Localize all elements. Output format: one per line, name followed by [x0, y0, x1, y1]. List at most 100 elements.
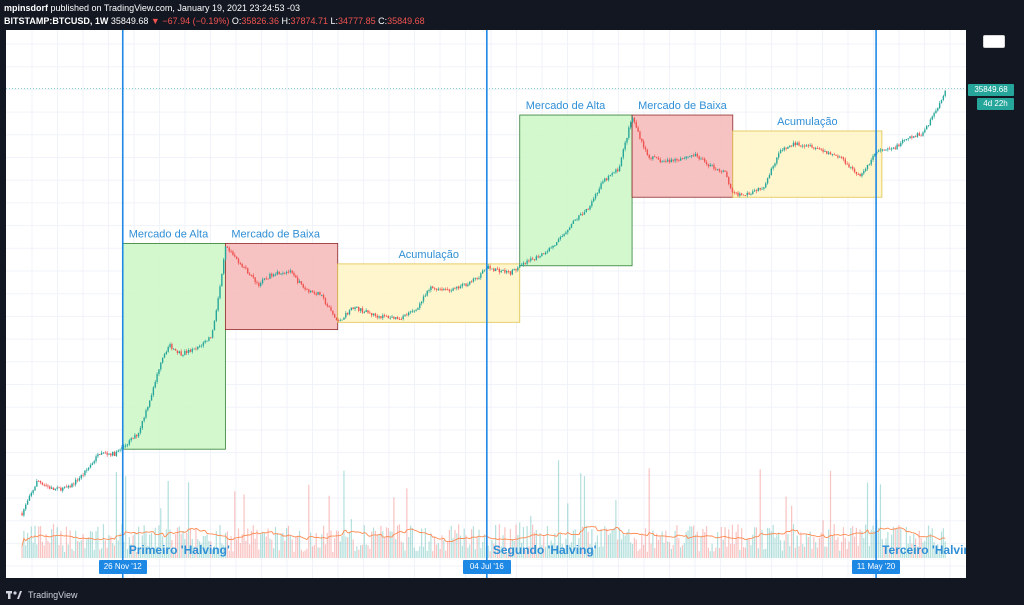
publisher-name[interactable]: mpinsdorf [4, 3, 48, 13]
volume-bar [411, 527, 413, 558]
candle-body [578, 215, 580, 220]
candle-body [444, 289, 447, 290]
candle-body [911, 136, 913, 138]
volume-bar [182, 530, 184, 558]
volume-bar [252, 525, 254, 558]
volume-bar [80, 540, 82, 558]
volume-bar [437, 543, 439, 558]
volume-bar [137, 526, 140, 558]
tradingview-logo-icon[interactable] [6, 590, 22, 600]
volume-bar [898, 525, 900, 558]
price-chart[interactable]: Mercado de Alta Mercado de Baixa Acumulaçã… [6, 30, 981, 590]
volume-bar [472, 526, 475, 558]
volume-bar [543, 536, 545, 558]
volume-bar [570, 542, 573, 558]
volume-bar [742, 547, 745, 558]
candle-body [406, 314, 408, 316]
volume-bar [822, 520, 824, 558]
candle-body [117, 450, 119, 452]
candle-body [32, 490, 34, 493]
candle-body [139, 428, 142, 433]
volume-bar [374, 530, 376, 558]
volume-bar [556, 546, 558, 558]
candle-body [37, 480, 40, 482]
volume-bar [731, 524, 734, 558]
volume-bar [152, 549, 154, 558]
volume-bar [413, 547, 415, 558]
volume-bar [350, 519, 352, 558]
volume-bar [71, 548, 73, 558]
footer-brand[interactable]: TradingView [28, 589, 78, 600]
candle-body [99, 454, 101, 455]
volume-bar [173, 550, 175, 558]
candle-body [43, 484, 45, 486]
candle-body [217, 298, 219, 311]
volume-bar [746, 538, 748, 558]
candlesticks [6, 87, 966, 518]
candle-body [317, 291, 319, 295]
volume-bar [115, 471, 117, 558]
candle-body [311, 290, 314, 292]
candle-body [729, 183, 732, 189]
candle-body [848, 164, 850, 168]
volume-bar [134, 532, 136, 558]
candle-body [530, 258, 532, 261]
candle-body [752, 191, 754, 194]
symbol-label[interactable]: BITSTAMP:BTCUSD, 1W [4, 16, 109, 26]
volume-bar [611, 529, 613, 558]
volume-bar [337, 531, 339, 558]
candle-body [95, 456, 97, 462]
volume-bar [828, 529, 830, 558]
volume-bar [559, 534, 561, 558]
candle-body [182, 354, 184, 356]
volume-bar [258, 549, 260, 558]
candle-body [881, 149, 883, 151]
volume-bar [687, 530, 689, 558]
volume-bar [419, 546, 421, 558]
volume-bar [796, 535, 798, 558]
candle-body [189, 349, 192, 352]
candle-body [733, 192, 735, 193]
candle-body [672, 159, 674, 161]
volume-bar [942, 528, 944, 558]
candle-body [905, 139, 908, 140]
ohlc-c-label: C: [378, 16, 388, 26]
candle-body [925, 125, 928, 130]
candle-body [163, 353, 166, 358]
candle-body [306, 289, 308, 291]
volume-bar [446, 541, 449, 558]
volume-bar [441, 535, 443, 558]
candle-body [757, 187, 760, 192]
candle-body [594, 194, 597, 199]
volume-bar [41, 541, 43, 558]
candle-body [285, 271, 288, 274]
candle-body [67, 485, 69, 488]
published-text: published on TradingView.com, January 19… [50, 3, 301, 13]
candle-body [335, 317, 338, 321]
volume-bar [594, 542, 597, 558]
candle-body [52, 487, 55, 490]
candle-body [663, 161, 665, 163]
volume-bar [402, 542, 404, 558]
volume-bar [798, 546, 800, 558]
candle-body [280, 273, 282, 275]
candle-body [872, 155, 874, 160]
chart-settings-button[interactable] [983, 35, 1005, 48]
candle-body [916, 133, 919, 137]
zone-accum-2 [337, 263, 521, 323]
market-zones [122, 114, 883, 450]
candle-body [922, 132, 924, 136]
candle-body [877, 150, 880, 152]
candle-body [724, 170, 726, 172]
candle-body [73, 483, 75, 485]
volume-bar [371, 531, 373, 558]
plot-area[interactable]: Mercado de Alta Mercado de Baixa Acumulaçã… [6, 30, 981, 590]
volume-bar [900, 528, 902, 558]
volume-bar [422, 546, 425, 558]
candle-body [611, 173, 613, 176]
candle-body [831, 154, 834, 156]
volume-bar [141, 535, 143, 558]
volume-bar [430, 533, 432, 558]
candle-body [343, 317, 345, 320]
volume-bar [663, 542, 665, 558]
